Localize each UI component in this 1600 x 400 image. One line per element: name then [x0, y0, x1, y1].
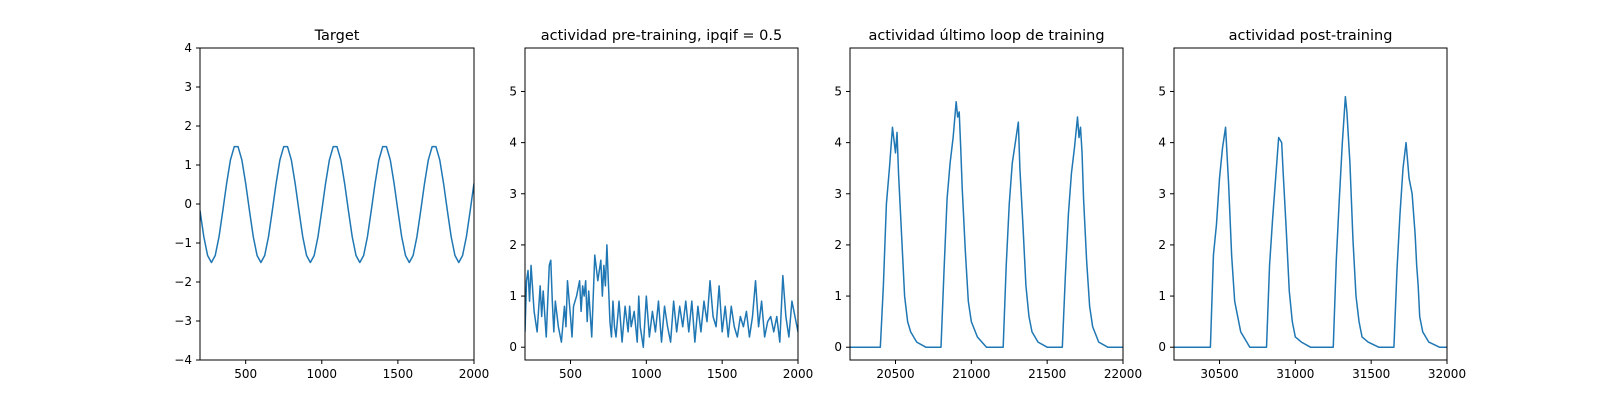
x-tick-label: 1000 [631, 367, 662, 381]
x-tick-label: 500 [559, 367, 582, 381]
y-tick-label: 0 [834, 340, 842, 354]
y-tick-label: 2 [1158, 238, 1166, 252]
x-tick-label: 2000 [783, 367, 814, 381]
y-tick-label: 2 [509, 238, 517, 252]
series-line [200, 145, 474, 264]
y-tick-label: 1 [184, 158, 192, 172]
y-tick-label: 2 [184, 119, 192, 133]
y-tick-label: 4 [1158, 136, 1166, 150]
x-tick-label: 31000 [1276, 367, 1314, 381]
x-tick-label: 31500 [1352, 367, 1390, 381]
panel-title: actividad pre-training, ipqif = 0.5 [541, 28, 782, 44]
panel-title: Target [314, 28, 360, 44]
y-tick-label: 1 [834, 289, 842, 303]
x-tick-label: 1000 [307, 367, 338, 381]
y-tick-label: 3 [834, 187, 842, 201]
y-tick-label: 0 [1158, 340, 1166, 354]
axes-frame [524, 47, 799, 361]
y-tick-label: −3 [174, 314, 192, 328]
panel-title: actividad último loop de training [868, 28, 1104, 44]
series-line [525, 244, 798, 348]
y-tick-label: 1 [1158, 289, 1166, 303]
x-tick-label: 1500 [707, 367, 738, 381]
axes-frame [849, 47, 1124, 361]
panel-title: actividad post-training [1229, 28, 1393, 44]
y-tick-label: 4 [509, 136, 517, 150]
y-tick-label: −1 [174, 236, 192, 250]
y-tick-label: 4 [834, 136, 842, 150]
y-tick-label: 5 [834, 84, 842, 98]
y-tick-label: 1 [509, 289, 517, 303]
x-tick-label: 30500 [1200, 367, 1238, 381]
x-tick-label: 32000 [1428, 367, 1466, 381]
x-tick-label: 22000 [1104, 367, 1142, 381]
panel-4: actividad post-training 30500 31000 31500 3… [1158, 28, 1466, 381]
panel-3: actividad último loop de training 20500 2… [834, 28, 1142, 381]
x-tick-label: 2000 [459, 367, 490, 381]
y-tick-label: 0 [509, 340, 517, 354]
y-tick-label: 4 [184, 41, 192, 55]
panel-1: Target 500 1000 1500 2000 −4 −3 −2 −1 0 1 2 3 4 [174, 28, 489, 381]
x-tick-label: 1500 [383, 367, 414, 381]
x-tick-label: 21500 [1028, 367, 1066, 381]
series-line [850, 100, 1123, 348]
y-tick-label: 0 [184, 197, 192, 211]
axes-frame [1173, 47, 1448, 361]
y-tick-label: 5 [509, 84, 517, 98]
y-tick-label: −4 [174, 353, 192, 367]
series-line [1174, 95, 1447, 348]
y-tick-label: −2 [174, 275, 192, 289]
x-tick-label: 500 [234, 367, 257, 381]
y-tick-label: 3 [1158, 187, 1166, 201]
y-tick-label: 5 [1158, 84, 1166, 98]
y-tick-label: 3 [184, 80, 192, 94]
x-tick-label: 21000 [952, 367, 990, 381]
panel-2: actividad pre-training, ipqif = 0.5 500 1… [509, 28, 813, 381]
y-tick-label: 3 [509, 187, 517, 201]
x-tick-label: 20500 [876, 367, 914, 381]
y-tick-label: 2 [834, 238, 842, 252]
